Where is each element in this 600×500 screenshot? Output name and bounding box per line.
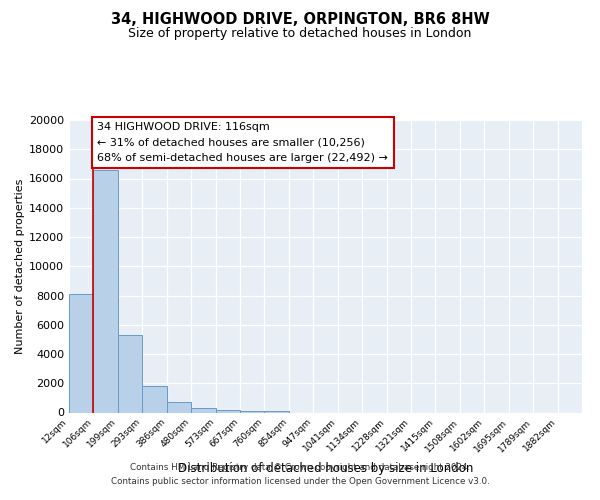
Y-axis label: Number of detached properties: Number of detached properties	[15, 178, 25, 354]
Text: 34, HIGHWOOD DRIVE, ORPINGTON, BR6 8HW: 34, HIGHWOOD DRIVE, ORPINGTON, BR6 8HW	[110, 12, 490, 28]
Bar	[240, 411, 265, 412]
Bar	[94, 170, 118, 412]
Text: Contains HM Land Registry data © Crown copyright and database right 2024.: Contains HM Land Registry data © Crown c…	[130, 464, 470, 472]
Bar	[69, 294, 94, 412]
Bar	[191, 408, 215, 412]
Bar	[215, 410, 240, 412]
Text: Contains public sector information licensed under the Open Government Licence v3: Contains public sector information licen…	[110, 477, 490, 486]
Bar	[142, 386, 167, 412]
Bar	[118, 335, 142, 412]
Bar	[167, 402, 191, 412]
X-axis label: Distribution of detached houses by size in London: Distribution of detached houses by size …	[178, 462, 473, 475]
Text: Size of property relative to detached houses in London: Size of property relative to detached ho…	[128, 28, 472, 40]
Text: 34 HIGHWOOD DRIVE: 116sqm
← 31% of detached houses are smaller (10,256)
68% of s: 34 HIGHWOOD DRIVE: 116sqm ← 31% of detac…	[97, 122, 388, 162]
